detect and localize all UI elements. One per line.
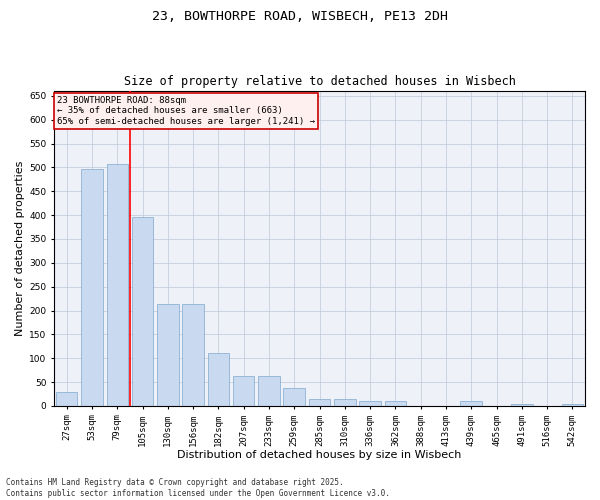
Bar	[56, 392, 77, 406]
Bar	[460, 401, 482, 406]
Text: 23, BOWTHORPE ROAD, WISBECH, PE13 2DH: 23, BOWTHORPE ROAD, WISBECH, PE13 2DH	[152, 10, 448, 23]
Bar	[562, 404, 583, 406]
Bar	[385, 401, 406, 406]
X-axis label: Distribution of detached houses by size in Wisbech: Distribution of detached houses by size …	[178, 450, 462, 460]
Bar	[283, 388, 305, 406]
Bar	[258, 376, 280, 406]
Bar	[309, 399, 330, 406]
Y-axis label: Number of detached properties: Number of detached properties	[15, 161, 25, 336]
Text: 23 BOWTHORPE ROAD: 88sqm
← 35% of detached houses are smaller (663)
65% of semi-: 23 BOWTHORPE ROAD: 88sqm ← 35% of detach…	[57, 96, 315, 126]
Bar	[511, 404, 533, 406]
Bar	[233, 376, 254, 406]
Bar	[208, 354, 229, 406]
Bar	[107, 164, 128, 406]
Title: Size of property relative to detached houses in Wisbech: Size of property relative to detached ho…	[124, 76, 515, 88]
Bar	[132, 218, 153, 406]
Bar	[81, 169, 103, 406]
Bar	[359, 401, 381, 406]
Bar	[334, 399, 356, 406]
Bar	[157, 304, 179, 406]
Text: Contains HM Land Registry data © Crown copyright and database right 2025.
Contai: Contains HM Land Registry data © Crown c…	[6, 478, 390, 498]
Bar	[182, 304, 204, 406]
